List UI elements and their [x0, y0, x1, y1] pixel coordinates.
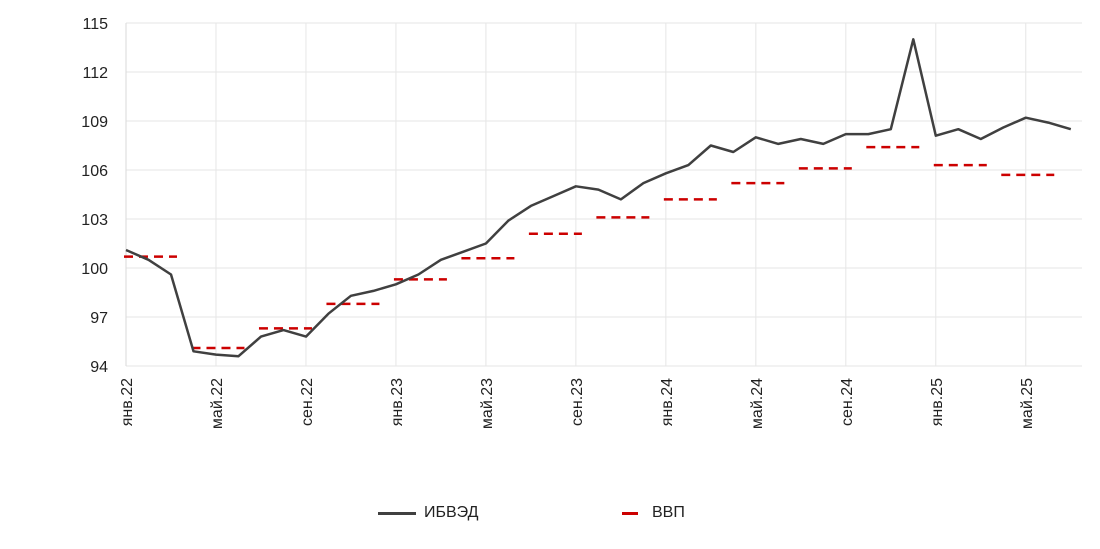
y-tick-label: 112 [82, 65, 108, 82]
y-tick-label: 106 [81, 163, 108, 180]
x-tick-label: сен.22 [299, 378, 316, 426]
legend-swatch-gdp [622, 511, 638, 515]
x-tick-label: янв.25 [929, 378, 946, 426]
axis-layer: 94 97 100 103 106 109 112 115 янв.22 май.22 сен.22… [81, 16, 1035, 429]
legend: ИБВЭД ВВП [0, 504, 1100, 534]
y-tick-label: 115 [82, 16, 108, 33]
y-tick-label: 109 [81, 114, 108, 131]
legend-label-ibved: ИБВЭД [424, 504, 479, 521]
y-tick-label: 94 [90, 359, 108, 376]
y-tick-label: 97 [90, 310, 108, 327]
ibved-line [125, 38, 1072, 358]
x-tick-label: сен.24 [839, 378, 856, 426]
x-tick-label: май.24 [749, 378, 766, 429]
y-tick-label: 100 [81, 261, 108, 278]
x-tick-label: май.25 [1019, 378, 1036, 429]
grid-layer [125, 22, 1082, 367]
x-tick-label: янв.23 [389, 378, 406, 426]
legend-item-ibved: ИБВЭД [378, 504, 478, 522]
series-layer [124, 38, 1072, 358]
x-tick-label: янв.22 [119, 378, 136, 426]
x-tick-label: май.23 [479, 378, 496, 429]
x-tick-label: май.22 [209, 378, 226, 429]
legend-swatch-ibved [378, 511, 416, 515]
y-tick-label: 103 [81, 212, 108, 229]
x-tick-label: сен.23 [569, 378, 586, 426]
legend-label-gdp: ВВП [652, 504, 685, 521]
legend-item-gdp: ВВП [612, 504, 685, 522]
x-tick-label: янв.24 [659, 378, 676, 426]
